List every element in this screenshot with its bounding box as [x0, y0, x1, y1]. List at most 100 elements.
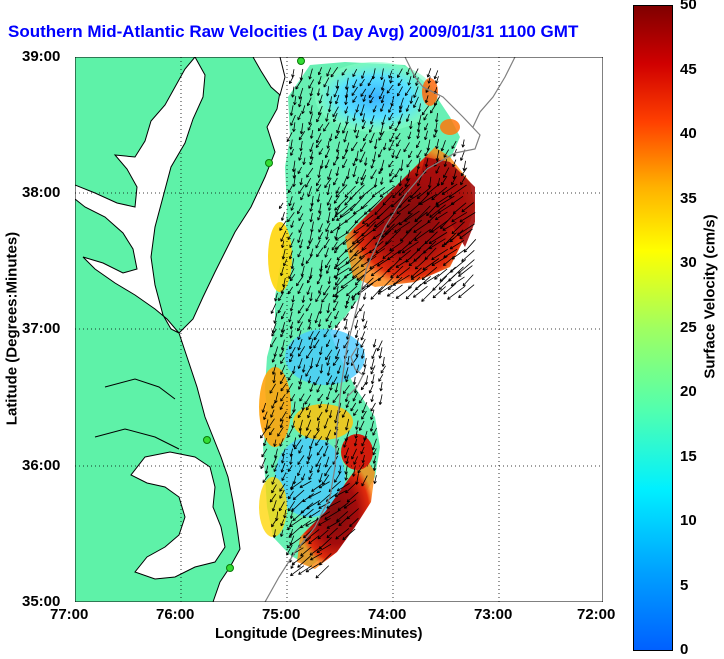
velocity-arrow [407, 202, 422, 215]
velocity-arrow [316, 88, 321, 97]
velocity-arrow [316, 445, 324, 456]
velocity-arrow [305, 419, 312, 431]
velocity-arrow [359, 104, 365, 117]
velocity-arrow [360, 142, 366, 153]
velocity-arrow [300, 193, 305, 201]
velocity-arrow [336, 122, 341, 134]
colorbar-tick-label: 10 [680, 512, 697, 529]
velocity-arrow [368, 124, 374, 133]
velocity-arrow [264, 465, 269, 474]
velocity-arrow [426, 203, 439, 217]
velocity-arrow [354, 274, 366, 286]
velocity-arrow [314, 376, 320, 386]
velocity-arrow [326, 375, 333, 386]
velocity-arrow [323, 77, 330, 88]
velocity-arrow [297, 465, 303, 477]
velocity-arrow [307, 410, 311, 419]
velocity-arrow [428, 238, 446, 250]
velocity-arrow [372, 448, 377, 456]
velocity-arrow [458, 259, 475, 274]
velocity-arrow [316, 543, 332, 553]
velocity-arrow [434, 113, 439, 123]
velocity-arrow [378, 167, 384, 175]
velocity-arrow [309, 553, 323, 561]
velocity-arrow [317, 393, 324, 402]
velocity-arrow [415, 77, 419, 86]
velocity-arrow [279, 489, 285, 499]
velocity-arrow [389, 169, 394, 177]
velocity-arrow [351, 448, 357, 460]
velocity-arrow [317, 319, 322, 328]
velocity-arrow [286, 536, 302, 549]
velocity-arrow [323, 238, 330, 249]
velocity-arrow [416, 130, 420, 139]
velocity-arrow [368, 87, 376, 99]
delaware-bay [252, 57, 286, 96]
velocity-arrow [303, 528, 314, 539]
velocity-arrow [307, 186, 312, 198]
velocity-arrow [408, 150, 413, 159]
velocity-arrow [343, 340, 349, 349]
velocity-arrow [315, 239, 321, 249]
velocity-arrow [298, 130, 306, 141]
velocity-arrow [335, 338, 340, 350]
velocity-arrow [271, 401, 276, 409]
velocity-arrow [354, 330, 359, 339]
velocity-arrow [318, 148, 324, 155]
velocity-arrow [305, 367, 312, 377]
velocity-arrow [305, 562, 322, 573]
velocity-arrow [395, 286, 413, 299]
velocity-arrow [421, 105, 430, 116]
velocity-arrow [346, 491, 359, 503]
velocity-arrow [328, 410, 333, 419]
velocity-arrow [345, 374, 349, 383]
velocity-arrow [325, 265, 331, 274]
velocity-arrow [344, 447, 349, 459]
velocity-arrow [459, 212, 476, 223]
velocity-arrow [421, 266, 438, 281]
velocity-arrow [377, 284, 393, 295]
velocity-arrow [380, 365, 386, 374]
velocity-arrow [345, 115, 349, 125]
velocity-arrow [361, 455, 366, 464]
velocity-arrow [317, 411, 323, 421]
velocity-arrow [360, 331, 366, 341]
velocity-arrow [315, 456, 322, 468]
velocity-arrow [353, 409, 359, 416]
velocity-arrow [308, 510, 321, 518]
velocity-arrow [302, 508, 314, 519]
velocity-arrow [361, 436, 368, 447]
y-tick-label: 38:00 [22, 184, 61, 201]
velocity-arrow [324, 402, 329, 413]
velocity-field [259, 62, 475, 569]
velocity-arrow [318, 501, 331, 509]
velocity-arrow [409, 120, 413, 130]
velocity-arrow [287, 373, 293, 381]
velocity-arrow [340, 275, 358, 289]
velocity-arrow [380, 103, 385, 112]
velocity-arrow [280, 394, 286, 402]
velocity-arrow [333, 157, 339, 166]
velocity-arrow [335, 528, 350, 540]
velocity-arrow [362, 94, 366, 102]
velocity-arrow [315, 565, 330, 579]
velocity-arrow [462, 160, 467, 171]
velocity-arrow [359, 78, 365, 87]
velocity-arrow [296, 275, 304, 287]
velocity-arrow [369, 96, 374, 104]
velocity-arrow [315, 292, 322, 303]
velocity-arrow [270, 337, 277, 348]
velocity-arrow [416, 124, 421, 133]
velocity-arrow [297, 358, 303, 369]
velocity-arrow [289, 453, 293, 465]
velocity-arrow [323, 329, 330, 338]
velocity-arrow [432, 286, 446, 299]
x-tick-label: 76:00 [156, 606, 195, 623]
velocity-arrow [283, 259, 288, 267]
velocity-arrow [352, 391, 358, 402]
velocity-arrow [278, 501, 285, 512]
river [104, 378, 176, 400]
velocity-arrow [290, 393, 296, 402]
velocity-arrow [344, 106, 349, 114]
velocity-arrow [359, 304, 365, 312]
